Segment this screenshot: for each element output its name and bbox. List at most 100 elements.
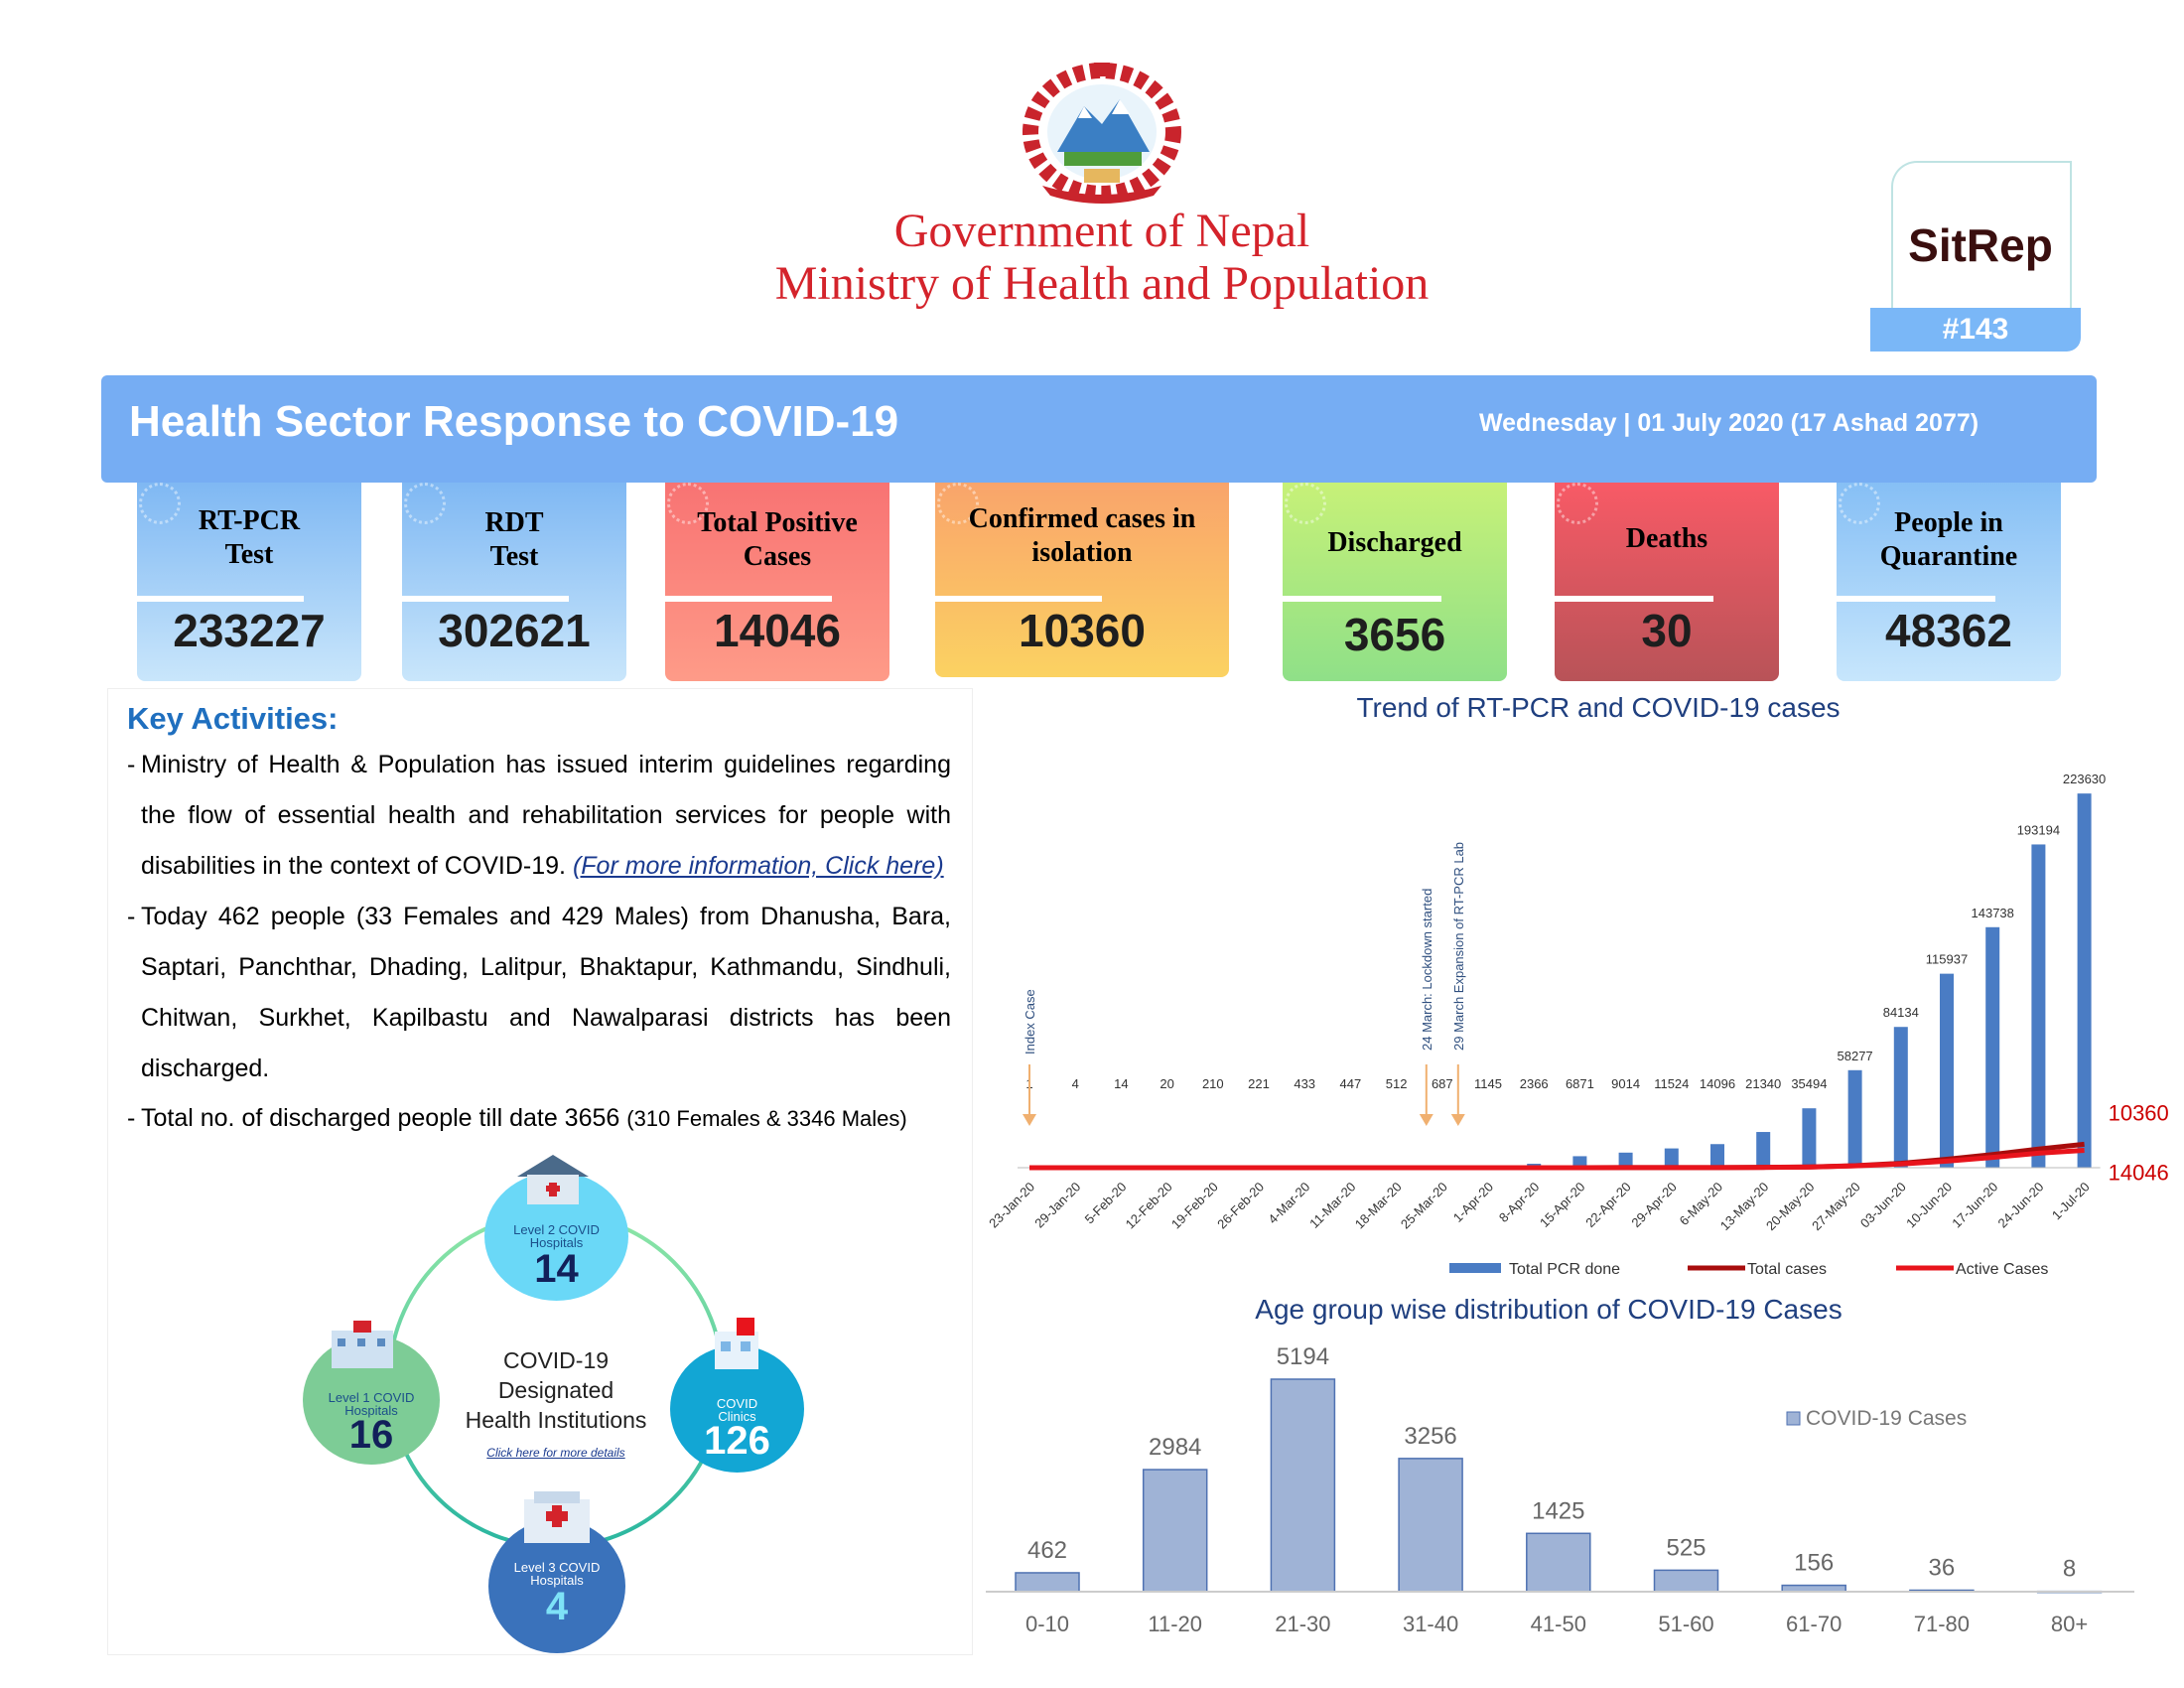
age-data-label: 462 [1027, 1537, 1067, 1564]
stat-label: Total Positive Cases [697, 507, 858, 572]
covid-clinics-circle[interactable]: COVID Clinics 126 [670, 1345, 804, 1473]
x-tick-label: 24-Jun-20 [1995, 1180, 2047, 1231]
clinics-count: 126 [704, 1419, 770, 1463]
age-data-label: 36 [1929, 1555, 1956, 1582]
sitrep-label: SitRep [1908, 219, 2053, 271]
age-category-label: 80+ [2051, 1612, 2088, 1636]
stat-card-total-positive: Total Positive Cases 14046 [665, 483, 889, 681]
x-tick-label: 13-May-20 [1717, 1180, 1772, 1234]
x-tick-label: 8-Apr-20 [1496, 1180, 1542, 1225]
more-info-link[interactable]: (For more information, Click here) [572, 852, 944, 880]
age-category-label: 71-80 [1914, 1612, 1970, 1636]
legend-label: Active Cases [1956, 1261, 2048, 1278]
stat-card-isolation: Confirmed cases in isolation 10360 [935, 483, 1229, 677]
pcr-data-label: 14096 [1700, 1076, 1735, 1091]
age-chart-title: Age group wise distribution of COVID-19 … [1255, 1294, 1843, 1325]
trend-chart: 1414202102214334475126871145236668719014… [986, 772, 2169, 1278]
pcr-data-label: 115937 [1926, 952, 1968, 967]
x-tick-label: 4-Mar-20 [1265, 1180, 1312, 1227]
pcr-data-label: 193194 [2017, 822, 2060, 837]
pcr-data-label: 447 [1340, 1076, 1362, 1091]
stat-divider [935, 596, 1102, 602]
stat-value: 3656 [1343, 609, 1446, 660]
virus-icon [404, 483, 446, 524]
institutions-title: COVID-19 Designated Health Institutions [465, 1347, 647, 1433]
stat-divider [665, 596, 832, 602]
x-tick-label: 29-Apr-20 [1628, 1180, 1679, 1230]
pcr-bar [1618, 1152, 1633, 1168]
pcr-data-label: 9014 [1611, 1076, 1640, 1091]
pcr-data-label: 2366 [1520, 1076, 1549, 1091]
legend-label: Total PCR done [1509, 1261, 1620, 1278]
pcr-data-label: 210 [1202, 1076, 1224, 1091]
institutions-details-link[interactable]: Click here for more details [486, 1446, 625, 1460]
x-tick-label: 20-May-20 [1763, 1180, 1818, 1234]
age-category-label: 61-70 [1786, 1612, 1842, 1636]
stat-label: Discharged [1327, 527, 1462, 558]
stat-value: 10360 [1019, 605, 1146, 656]
x-tick-label: 03-Jun-20 [1857, 1180, 1909, 1231]
pcr-data-label: 1145 [1474, 1076, 1502, 1091]
pcr-data-label: 512 [1386, 1076, 1408, 1091]
stat-card-deaths: Deaths 30 [1555, 483, 1779, 681]
age-data-label: 156 [1794, 1550, 1834, 1577]
annotation-label: 24 March: Lockdown started [1420, 889, 1434, 1051]
virus-icon [937, 483, 979, 524]
stat-divider [1283, 596, 1441, 602]
annotation-arrowhead [1450, 1114, 1465, 1126]
age-bar [1526, 1532, 1591, 1593]
x-tick-label: 17-Jun-20 [1949, 1180, 2000, 1231]
annotation-arrowhead [1419, 1114, 1433, 1126]
clinic-icon [707, 1318, 766, 1369]
pcr-bar [2077, 793, 2092, 1168]
age-bar [1142, 1469, 1208, 1593]
x-tick-label: 1-Apr-20 [1450, 1180, 1496, 1225]
virus-icon [1557, 483, 1598, 524]
banner-date: Wednesday | 01 July 2020 (17 Ashad 2077) [1479, 409, 1979, 437]
activity-item: - Today 462 people (33 Females and 429 Ma… [127, 903, 951, 1082]
pcr-bar [1710, 1144, 1724, 1168]
age-category-label: 31-40 [1403, 1612, 1458, 1636]
x-tick-label: 26-Feb-20 [1214, 1180, 1267, 1232]
x-tick-label: 22-Apr-20 [1582, 1180, 1633, 1230]
key-activities-panel [107, 688, 973, 1655]
age-bar [1270, 1378, 1336, 1593]
pcr-bar [1940, 973, 1954, 1168]
active-cases-end-label: 10360 [2109, 1101, 2169, 1126]
age-category-label: 0-10 [1025, 1612, 1069, 1636]
total-cases-end-label: 14046 [2109, 1160, 2169, 1185]
x-tick-label: 29-Jan-20 [1031, 1180, 1083, 1231]
pcr-data-label: 4 [1072, 1076, 1079, 1091]
level1-hospitals-circle[interactable]: Level 1 COVID Hospitals 16 [303, 1336, 440, 1465]
virus-icon [1839, 483, 1880, 524]
sitrep-frame [1891, 161, 2072, 310]
pcr-bar [1756, 1132, 1771, 1168]
age-category-label: 41-50 [1531, 1612, 1586, 1636]
stat-divider [137, 596, 304, 602]
x-tick-label: 19-Feb-20 [1168, 1180, 1221, 1232]
pcr-bar [1802, 1108, 1817, 1168]
pcr-bar [1985, 926, 2000, 1168]
stat-value: 233227 [173, 605, 326, 656]
level2-count: 14 [534, 1247, 579, 1291]
virus-icon [1285, 483, 1326, 524]
active-cases-line [1029, 1148, 2085, 1171]
annotation-label: 29 March Expansion of RT-PCR Lab [1451, 842, 1466, 1051]
government-title: Government of Nepal [893, 205, 1310, 257]
stat-label: RDT Test [484, 507, 544, 572]
virus-icon [667, 483, 709, 524]
level1-count: 16 [348, 1413, 394, 1457]
stat-divider [1555, 596, 1713, 602]
stat-label: RT-PCR Test [198, 505, 301, 570]
pcr-bar [1664, 1148, 1679, 1168]
x-tick-label: 5-Feb-20 [1082, 1180, 1130, 1227]
pcr-data-label: 14 [1114, 1076, 1128, 1091]
x-tick-label: 25-Mar-20 [1398, 1180, 1450, 1232]
pcr-data-label: 433 [1294, 1076, 1315, 1091]
hospital-icon [518, 1487, 596, 1543]
trend-chart-title: Trend of RT-PCR and COVID-19 cases [1356, 692, 1841, 723]
level3-count: 4 [545, 1585, 569, 1628]
stat-label: People in Quarantine [1879, 507, 2018, 572]
title-banner [101, 375, 2097, 483]
legend-swatch [1449, 1263, 1501, 1273]
